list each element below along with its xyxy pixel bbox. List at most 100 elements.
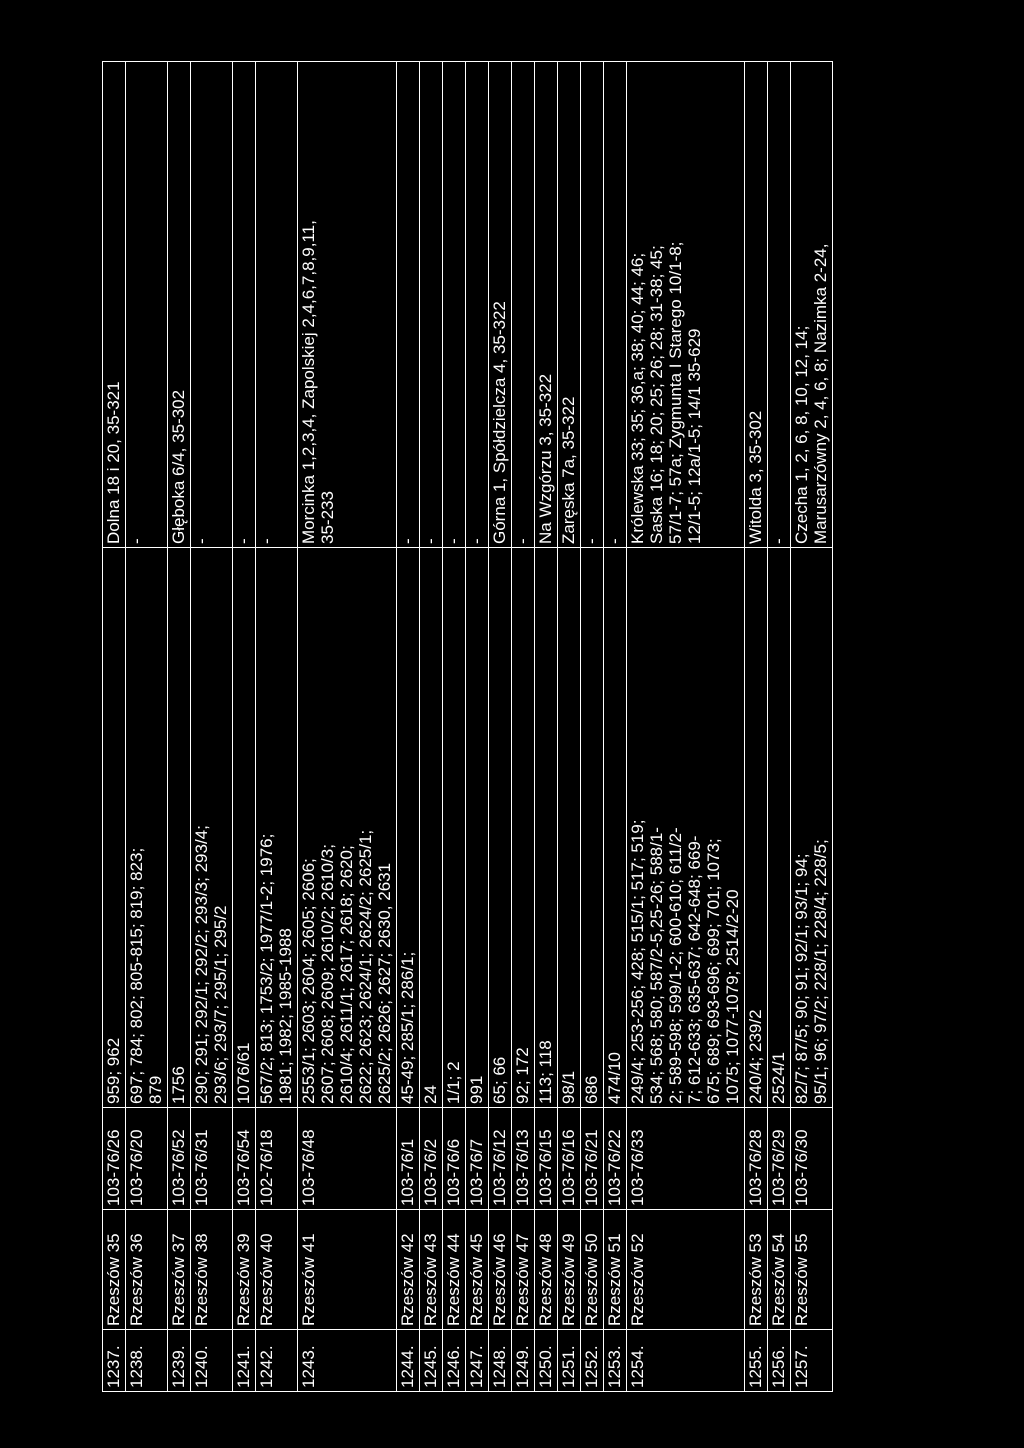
rotated-register-page: 1237. Rzeszów 35 103-76/26 959; 962 Dolna 18… bbox=[102, 61, 928, 1392]
locality-name-cell: Rzeszów 52 bbox=[626, 1209, 745, 1330]
register-code-cell: 103-76/20 bbox=[125, 1107, 168, 1210]
plot-numbers-cell: 1/1; 2 bbox=[442, 547, 466, 1108]
plot-numbers-cell: 113; 118 bbox=[534, 547, 558, 1108]
table-row: 1240. Rzeszów 38 103-76/31 290; 291; 292/1;… bbox=[190, 61, 233, 1392]
address-cell: Morcinka 1,2,3,4, Zapolskiej 2,4,6,7,8,9… bbox=[297, 61, 397, 548]
address-cell: Górna 1, Spółdzielcza 4, 35-322 bbox=[488, 61, 512, 548]
plot-numbers-cell: 2553/1; 2603; 2604; 2605; 2606; 2607; 26… bbox=[297, 547, 397, 1108]
locality-name-cell: Rzeszów 51 bbox=[603, 1209, 627, 1330]
row-number-cell: 1242. bbox=[255, 1329, 298, 1392]
address-cell: Dolna 18 i 20, 35-321 bbox=[102, 61, 126, 548]
register-code-cell: 103-76/28 bbox=[744, 1107, 768, 1210]
row-number-cell: 1237. bbox=[102, 1329, 126, 1392]
address-cell: - bbox=[396, 61, 420, 548]
plot-numbers-cell: 82/7; 87/5; 90; 91; 92/1; 93/1; 94; 95/1… bbox=[790, 547, 833, 1108]
locality-name-cell: Rzeszów 54 bbox=[767, 1209, 791, 1330]
register-code-cell: 103-76/7 bbox=[465, 1107, 489, 1210]
plot-numbers-cell: 959; 962 bbox=[102, 547, 126, 1108]
register-code-cell: 103-76/33 bbox=[626, 1107, 745, 1210]
register-code-cell: 103-76/26 bbox=[102, 1107, 126, 1210]
register-table-body: 1237. Rzeszów 35 103-76/26 959; 962 Dolna 18… bbox=[102, 61, 833, 1392]
address-cell: - bbox=[465, 61, 489, 548]
address-cell: Witolda 3, 35-302 bbox=[744, 61, 768, 548]
register-code-cell: 103-76/12 bbox=[488, 1107, 512, 1210]
register-code-cell: 103-76/15 bbox=[534, 1107, 558, 1210]
table-row: 1244. Rzeszów 42 103-76/1 45-49; 285/1; 286… bbox=[396, 61, 420, 1392]
plot-numbers-cell: 474/10 bbox=[603, 547, 627, 1108]
address-cell: Czecha 1, 2, 6, 8, 10, 12, 14; Marusarzó… bbox=[790, 61, 833, 548]
row-number-cell: 1255. bbox=[744, 1329, 768, 1392]
row-number-cell: 1250. bbox=[534, 1329, 558, 1392]
register-code-cell: 103-76/29 bbox=[767, 1107, 791, 1210]
table-row: 1247. Rzeszów 45 103-76/7 991- bbox=[465, 61, 489, 1392]
row-number-cell: 1245. bbox=[419, 1329, 443, 1392]
table-row: 1252. Rzeszów 50 103-76/21 686- bbox=[580, 61, 604, 1392]
plot-numbers-cell: 240/4; 239/2 bbox=[744, 547, 768, 1108]
plot-numbers-cell: 991 bbox=[465, 547, 489, 1108]
row-number-cell: 1252. bbox=[580, 1329, 604, 1392]
table-row: 1248. Rzeszów 46 103-76/12 65; 66 Górna 1, S… bbox=[488, 61, 512, 1392]
table-row: 1250. Rzeszów 48 103-76/15 113; 118 Na Wzgór… bbox=[534, 61, 558, 1392]
table-row: 1239. Rzeszów 37 103-76/52 1756 Głęboka 6/4,… bbox=[167, 61, 191, 1392]
register-code-cell: 103-76/52 bbox=[167, 1107, 191, 1210]
address-cell: - bbox=[511, 61, 535, 548]
locality-name-cell: Rzeszów 50 bbox=[580, 1209, 604, 1330]
register-code-cell: 103-76/48 bbox=[297, 1107, 397, 1210]
table-row: 1238. Rzeszów 36 103-76/20 697; 784; 802; 8… bbox=[125, 61, 168, 1392]
register-code-cell: 103-76/21 bbox=[580, 1107, 604, 1210]
plot-numbers-cell: 567/2; 813; 1753/2; 1977/1-2; 1976; 1981… bbox=[255, 547, 298, 1108]
row-number-cell: 1243. bbox=[297, 1329, 397, 1392]
address-cell: Na Wzgórzu 3, 35-322 bbox=[534, 61, 558, 548]
table-row: 1237. Rzeszów 35 103-76/26 959; 962 Dolna 18… bbox=[102, 61, 126, 1392]
table-row: 1241. Rzeszów 39 103-76/54 1076/61- bbox=[232, 61, 256, 1392]
table-row: 1256. Rzeszów 54 103-76/29 2524/1- bbox=[767, 61, 791, 1392]
row-number-cell: 1244. bbox=[396, 1329, 420, 1392]
locality-name-cell: Rzeszów 53 bbox=[744, 1209, 768, 1330]
register-code-cell: 103-76/31 bbox=[190, 1107, 233, 1210]
row-number-cell: 1238. bbox=[125, 1329, 168, 1392]
locality-name-cell: Rzeszów 39 bbox=[232, 1209, 256, 1330]
locality-name-cell: Rzeszów 45 bbox=[465, 1209, 489, 1330]
address-cell: - bbox=[767, 61, 791, 548]
table-row: 1245. Rzeszów 43 103-76/2 24- bbox=[419, 61, 443, 1392]
locality-name-cell: Rzeszów 35 bbox=[102, 1209, 126, 1330]
locality-name-cell: Rzeszów 49 bbox=[557, 1209, 581, 1330]
locality-name-cell: Rzeszów 43 bbox=[419, 1209, 443, 1330]
locality-name-cell: Rzeszów 40 bbox=[255, 1209, 298, 1330]
address-cell: - bbox=[580, 61, 604, 548]
row-number-cell: 1247. bbox=[465, 1329, 489, 1392]
address-cell: - bbox=[419, 61, 443, 548]
row-number-cell: 1239. bbox=[167, 1329, 191, 1392]
plot-numbers-cell: 1756 bbox=[167, 547, 191, 1108]
plot-numbers-cell: 98/1 bbox=[557, 547, 581, 1108]
row-number-cell: 1248. bbox=[488, 1329, 512, 1392]
address-cell: Głęboka 6/4, 35-302 bbox=[167, 61, 191, 548]
register-code-cell: 102-76/18 bbox=[255, 1107, 298, 1210]
table-row: 1255. Rzeszów 53 103-76/28 240/4; 239/2 Wito… bbox=[744, 61, 768, 1392]
register-code-cell: 103-76/22 bbox=[603, 1107, 627, 1210]
register-code-cell: 103-76/13 bbox=[511, 1107, 535, 1210]
address-cell: - bbox=[255, 61, 298, 548]
locality-name-cell: Rzeszów 48 bbox=[534, 1209, 558, 1330]
locality-name-cell: Rzeszów 44 bbox=[442, 1209, 466, 1330]
address-cell: - bbox=[603, 61, 627, 548]
register-code-cell: 103-76/1 bbox=[396, 1107, 420, 1210]
row-number-cell: 1246. bbox=[442, 1329, 466, 1392]
plot-numbers-cell: 290; 291; 292/1; 292/2; 293/3; 293/4; 29… bbox=[190, 547, 233, 1108]
locality-name-cell: Rzeszów 36 bbox=[125, 1209, 168, 1330]
table-row: 1243. Rzeszów 41 103-76/48 2553/1; 2603; 26… bbox=[297, 61, 397, 1392]
locality-name-cell: Rzeszów 47 bbox=[511, 1209, 535, 1330]
locality-name-cell: Rzeszów 38 bbox=[190, 1209, 233, 1330]
register-code-cell: 103-76/6 bbox=[442, 1107, 466, 1210]
plot-numbers-cell: 92; 172 bbox=[511, 547, 535, 1108]
address-cell: Zaręska 7a, 35-322 bbox=[557, 61, 581, 548]
address-cell: - bbox=[190, 61, 233, 548]
row-number-cell: 1257. bbox=[790, 1329, 833, 1392]
row-number-cell: 1251. bbox=[557, 1329, 581, 1392]
table-row: 1242. Rzeszów 40 102-76/18 567/2; 813; 1753… bbox=[255, 61, 298, 1392]
register-table: 1237. Rzeszów 35 103-76/26 959; 962 Dolna 18… bbox=[102, 61, 833, 1392]
plot-numbers-cell: 65; 66 bbox=[488, 547, 512, 1108]
plot-numbers-cell: 686 bbox=[580, 547, 604, 1108]
register-code-cell: 103-76/2 bbox=[419, 1107, 443, 1210]
register-code-cell: 103-76/30 bbox=[790, 1107, 833, 1210]
